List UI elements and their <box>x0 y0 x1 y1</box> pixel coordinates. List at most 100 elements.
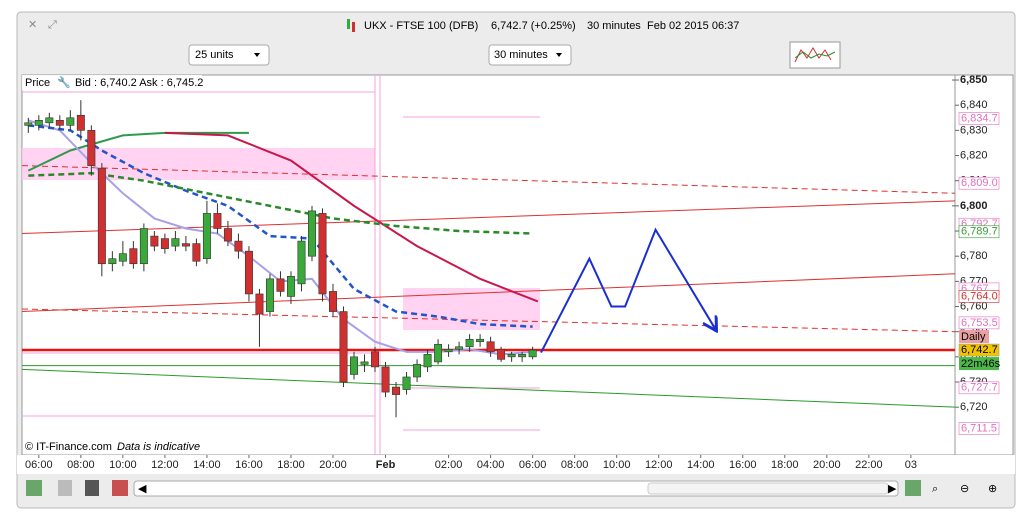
line <box>21 308 956 333</box>
daily-tag-box <box>959 330 989 344</box>
candle-body <box>150 235 159 247</box>
copyright: © IT-Finance.com <box>25 441 112 453</box>
y-tick-label: 6,800 <box>960 200 988 212</box>
candle-body <box>486 341 495 353</box>
candle-body <box>181 243 190 247</box>
candle-body <box>497 349 506 360</box>
tool-icon[interactable] <box>26 480 42 496</box>
candle-body <box>297 240 306 285</box>
price-tag-box <box>958 316 1000 330</box>
candle-body <box>423 354 432 368</box>
x-tick-label: 10:00 <box>109 459 137 471</box>
period-dropdown[interactable]: 30 minutes <box>488 44 572 66</box>
units-label[interactable]: 25 units <box>195 49 234 61</box>
price-box: Price 🔧 Bid : 6,740.2 Ask : 6,745.2 <box>22 75 203 90</box>
dropdown-box[interactable] <box>188 44 270 66</box>
candle-body <box>171 238 180 247</box>
price-tag-box <box>958 112 1000 125</box>
x-tick-label: 08:00 <box>67 459 95 471</box>
candle-body <box>244 250 253 295</box>
header: UKX - FTSE 100 (DFB) 6,742.7 (+0.25%) 30… <box>347 19 739 32</box>
candle-body <box>255 293 264 315</box>
x-tick-label: 20:00 <box>319 459 347 471</box>
candle-body <box>76 114 85 131</box>
close-button[interactable]: ✕ <box>28 19 37 31</box>
button-box[interactable] <box>789 41 841 69</box>
candle-body <box>34 119 43 126</box>
candle-body <box>392 386 401 395</box>
line <box>21 165 956 194</box>
daily-tag: Daily <box>961 331 986 343</box>
tool-icon[interactable] <box>58 480 72 496</box>
candle-body <box>339 311 348 383</box>
zoom-in[interactable]: ⊕ <box>988 483 997 495</box>
header-icon <box>347 19 350 29</box>
price-tag-box <box>958 290 1000 303</box>
wrench-icon[interactable]: 🔧 <box>57 75 71 89</box>
zoom-out[interactable]: ⊖ <box>960 483 969 495</box>
x-tick-label: 14:00 <box>193 459 221 471</box>
restore-button[interactable]: ⤢ <box>48 19 57 31</box>
instrument: UKX - FTSE 100 (DFB) <box>364 20 478 32</box>
window-buttons: ✕ ⤢ <box>28 19 57 31</box>
tool-icon[interactable] <box>112 480 128 496</box>
quote: 6,742.7 (+0.25%) <box>491 20 576 32</box>
y-tick-label: 6,780 <box>960 250 988 262</box>
price-tag-box <box>958 343 1000 357</box>
dropdown-arrow <box>556 53 562 57</box>
y-tick-label: 6,760 <box>960 300 988 312</box>
candle-body <box>329 291 337 312</box>
candle-body <box>434 343 443 363</box>
units-dropdown[interactable]: 25 units <box>188 44 270 66</box>
toolbar: ◀ ▶ ⌕ ⊖ ⊕ <box>26 480 997 497</box>
x-tick-label: 16:00 <box>729 459 757 471</box>
candle-body <box>308 210 316 257</box>
candle-body <box>444 349 453 353</box>
line <box>21 200 956 235</box>
candle-body <box>528 349 537 358</box>
forecast-path <box>540 227 715 354</box>
dropdown-box[interactable] <box>488 44 572 66</box>
tool-icon[interactable] <box>905 480 921 496</box>
candle-body <box>402 376 411 390</box>
button-icon <box>794 51 836 59</box>
indicator-button[interactable] <box>789 41 841 69</box>
price-tag-label: 6,834.7 <box>961 112 998 124</box>
price-label: Price <box>25 77 50 89</box>
price-tag-box <box>958 422 1000 435</box>
candle-body <box>24 122 33 126</box>
x-tick-label: 03 <box>905 459 917 471</box>
x-tick-label: Feb <box>376 459 396 471</box>
price-tag-label: 6,727.7 <box>961 382 998 394</box>
dropdown-arrow <box>254 53 260 57</box>
price-tag-label: 6,809.0 <box>961 177 998 189</box>
header-icon <box>352 22 355 32</box>
y-tick-label: 6,820 <box>960 149 988 161</box>
scroll-thumb[interactable] <box>647 482 889 495</box>
x-tick-label: 06:00 <box>25 459 53 471</box>
bid-ask: Bid : 6,740.2 Ask : 6,745.2 <box>75 77 203 89</box>
candle-body <box>371 351 380 368</box>
tool-icon[interactable] <box>85 480 99 496</box>
line <box>28 171 533 235</box>
candle-body <box>118 253 127 262</box>
period-label[interactable]: 30 minutes <box>494 49 548 61</box>
candle-body <box>139 228 148 265</box>
candle-body <box>108 258 117 265</box>
line <box>164 131 539 303</box>
zoom-fit[interactable]: ⌕ <box>932 483 938 495</box>
x-tick-label: 18:00 <box>277 459 305 471</box>
candle-body <box>223 228 232 242</box>
x-tick-label: 10:00 <box>603 459 631 471</box>
candle-body <box>465 338 474 348</box>
scroll-left[interactable]: ◀ <box>138 483 147 495</box>
line <box>21 368 956 408</box>
price-tag-label: 6,789.7 <box>961 226 998 238</box>
time-axis <box>17 455 1015 474</box>
interval: 30 minutes <box>587 20 641 32</box>
marks <box>21 100 956 418</box>
timestamp: Feb 02 2015 06:37 <box>647 20 739 32</box>
scroll-right[interactable]: ▶ <box>888 483 897 495</box>
